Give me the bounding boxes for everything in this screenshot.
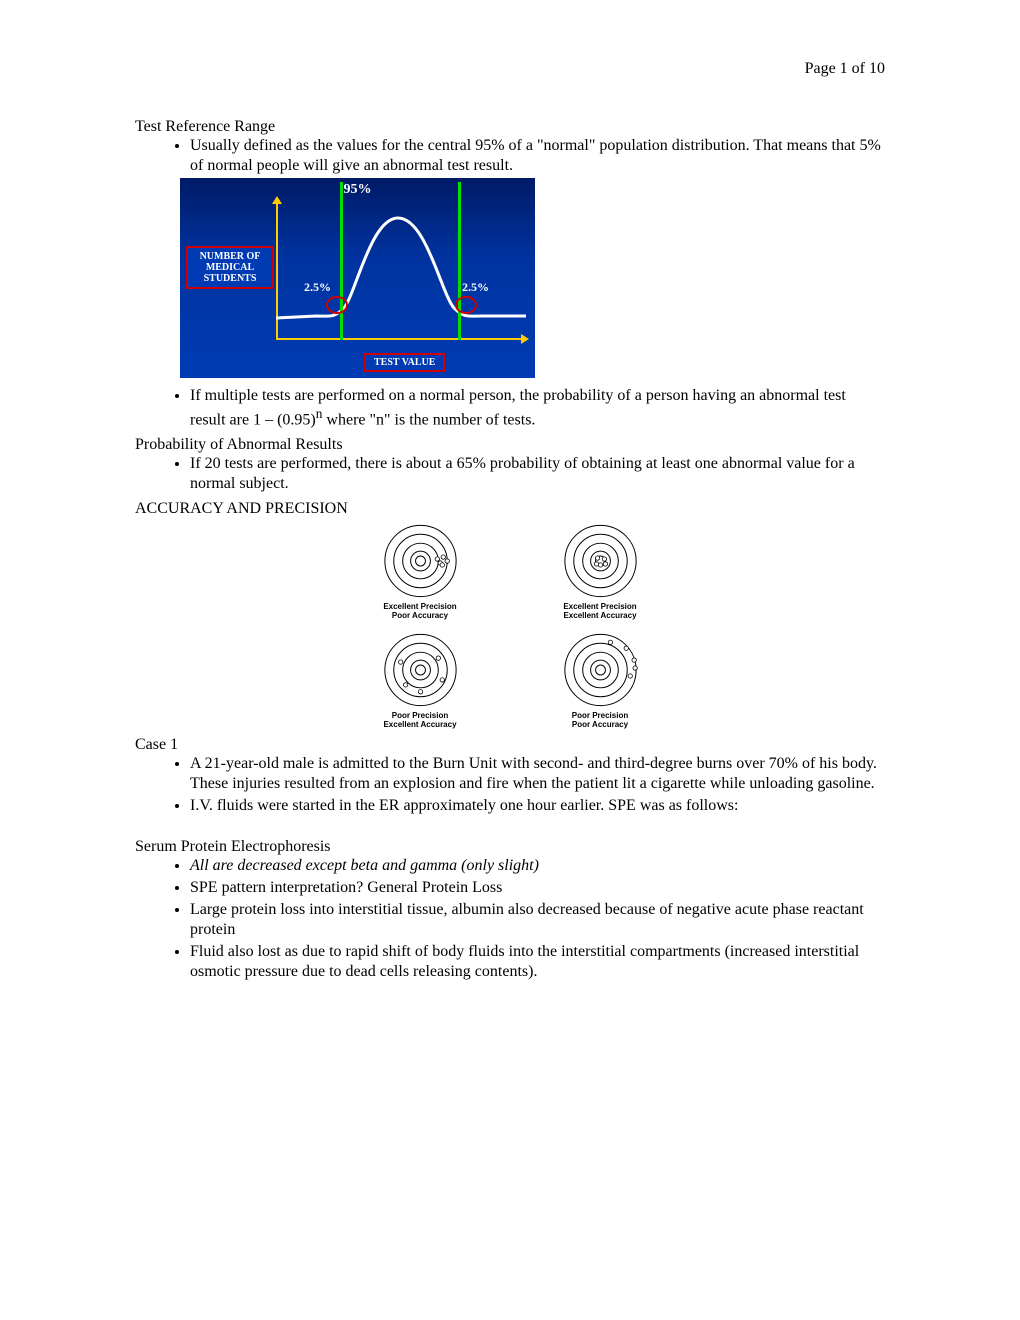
target-caption: Excellent Precision Excellent Accuracy [553, 603, 648, 621]
section-title-case1: Case 1 [135, 736, 885, 754]
left-tail-pct-label: 2.5% [304, 280, 331, 295]
list-item: If 20 tests are performed, there is abou… [190, 454, 885, 494]
center-pct-label: 95% [344, 182, 372, 198]
list-item: Fluid also lost as due to rapid shift of… [190, 942, 885, 982]
y-axis-label-text: NUMBER OF MEDICAL STUDENTS [200, 251, 261, 284]
list-case1: A 21-year-old male is admitted to the Bu… [135, 754, 885, 816]
left-tail-circle [326, 296, 348, 314]
target-diagram [373, 631, 468, 709]
target-caption: Poor Precision Poor Accuracy [553, 712, 648, 730]
page-number: Page 1 of 10 [135, 60, 885, 78]
target-grid: Excellent Precision Poor Accuracy Excell… [355, 522, 665, 729]
section-title-accuracy: ACCURACY AND PRECISION [135, 500, 885, 518]
list-reference-range-2: If multiple tests are performed on a nor… [135, 386, 885, 430]
target-cell-3: Poor Precision Excellent Accuracy [373, 631, 468, 730]
list-probability: If 20 tests are performed, there is abou… [135, 454, 885, 494]
caption-line: Excellent Precision [563, 602, 636, 611]
caption-line: Poor Precision [392, 711, 448, 720]
section-title-probability: Probability of Abnormal Results [135, 436, 885, 454]
y-axis-label: NUMBER OF MEDICAL STUDENTS [186, 246, 274, 289]
target-diagram [553, 522, 648, 600]
x-axis-label-text: TEST VALUE [374, 357, 435, 368]
right-cutoff-line [458, 182, 461, 340]
section-title-reference-range: Test Reference Range [135, 118, 885, 136]
target-cell-4: Poor Precision Poor Accuracy [553, 631, 648, 730]
list-reference-range: Usually defined as the values for the ce… [135, 136, 885, 176]
target-cell-1: Excellent Precision Poor Accuracy [373, 522, 468, 621]
list-item: Usually defined as the values for the ce… [190, 136, 885, 176]
distribution-chart: 95% 2.5% 2.5% NUMBER OF MEDICAL STUDENTS… [180, 178, 535, 378]
bell-curve [276, 198, 526, 343]
caption-line: Poor Accuracy [572, 720, 628, 729]
caption-line: Poor Accuracy [392, 611, 448, 620]
target-diagram [373, 522, 468, 600]
list-item: Large protein loss into interstitial tis… [190, 900, 885, 940]
target-diagram [553, 631, 648, 709]
list-spe: All are decreased except beta and gamma … [135, 856, 885, 982]
target-caption: Excellent Precision Poor Accuracy [373, 603, 468, 621]
left-cutoff-line [340, 182, 343, 340]
document-page: Page 1 of 10 Test Reference Range Usuall… [0, 0, 1020, 1044]
target-cell-2: Excellent Precision Excellent Accuracy [553, 522, 648, 621]
list-item: All are decreased except beta and gamma … [190, 856, 885, 876]
caption-line: Excellent Accuracy [383, 720, 456, 729]
list-item: SPE pattern interpretation? General Prot… [190, 878, 885, 898]
list-item: I.V. fluids were started in the ER appro… [190, 796, 885, 816]
right-tail-pct-label: 2.5% [462, 280, 489, 295]
caption-line: Poor Precision [572, 711, 628, 720]
x-axis-label: TEST VALUE [364, 353, 445, 372]
list-item: A 21-year-old male is admitted to the Bu… [190, 754, 885, 794]
caption-line: Excellent Precision [383, 602, 456, 611]
text-segment: where "n" is the number of tests. [322, 411, 535, 428]
right-tail-circle [455, 296, 477, 314]
section-title-spe: Serum Protein Electrophoresis [135, 838, 885, 856]
list-item: If multiple tests are performed on a nor… [190, 386, 885, 430]
caption-line: Excellent Accuracy [563, 611, 636, 620]
target-caption: Poor Precision Excellent Accuracy [373, 712, 468, 730]
